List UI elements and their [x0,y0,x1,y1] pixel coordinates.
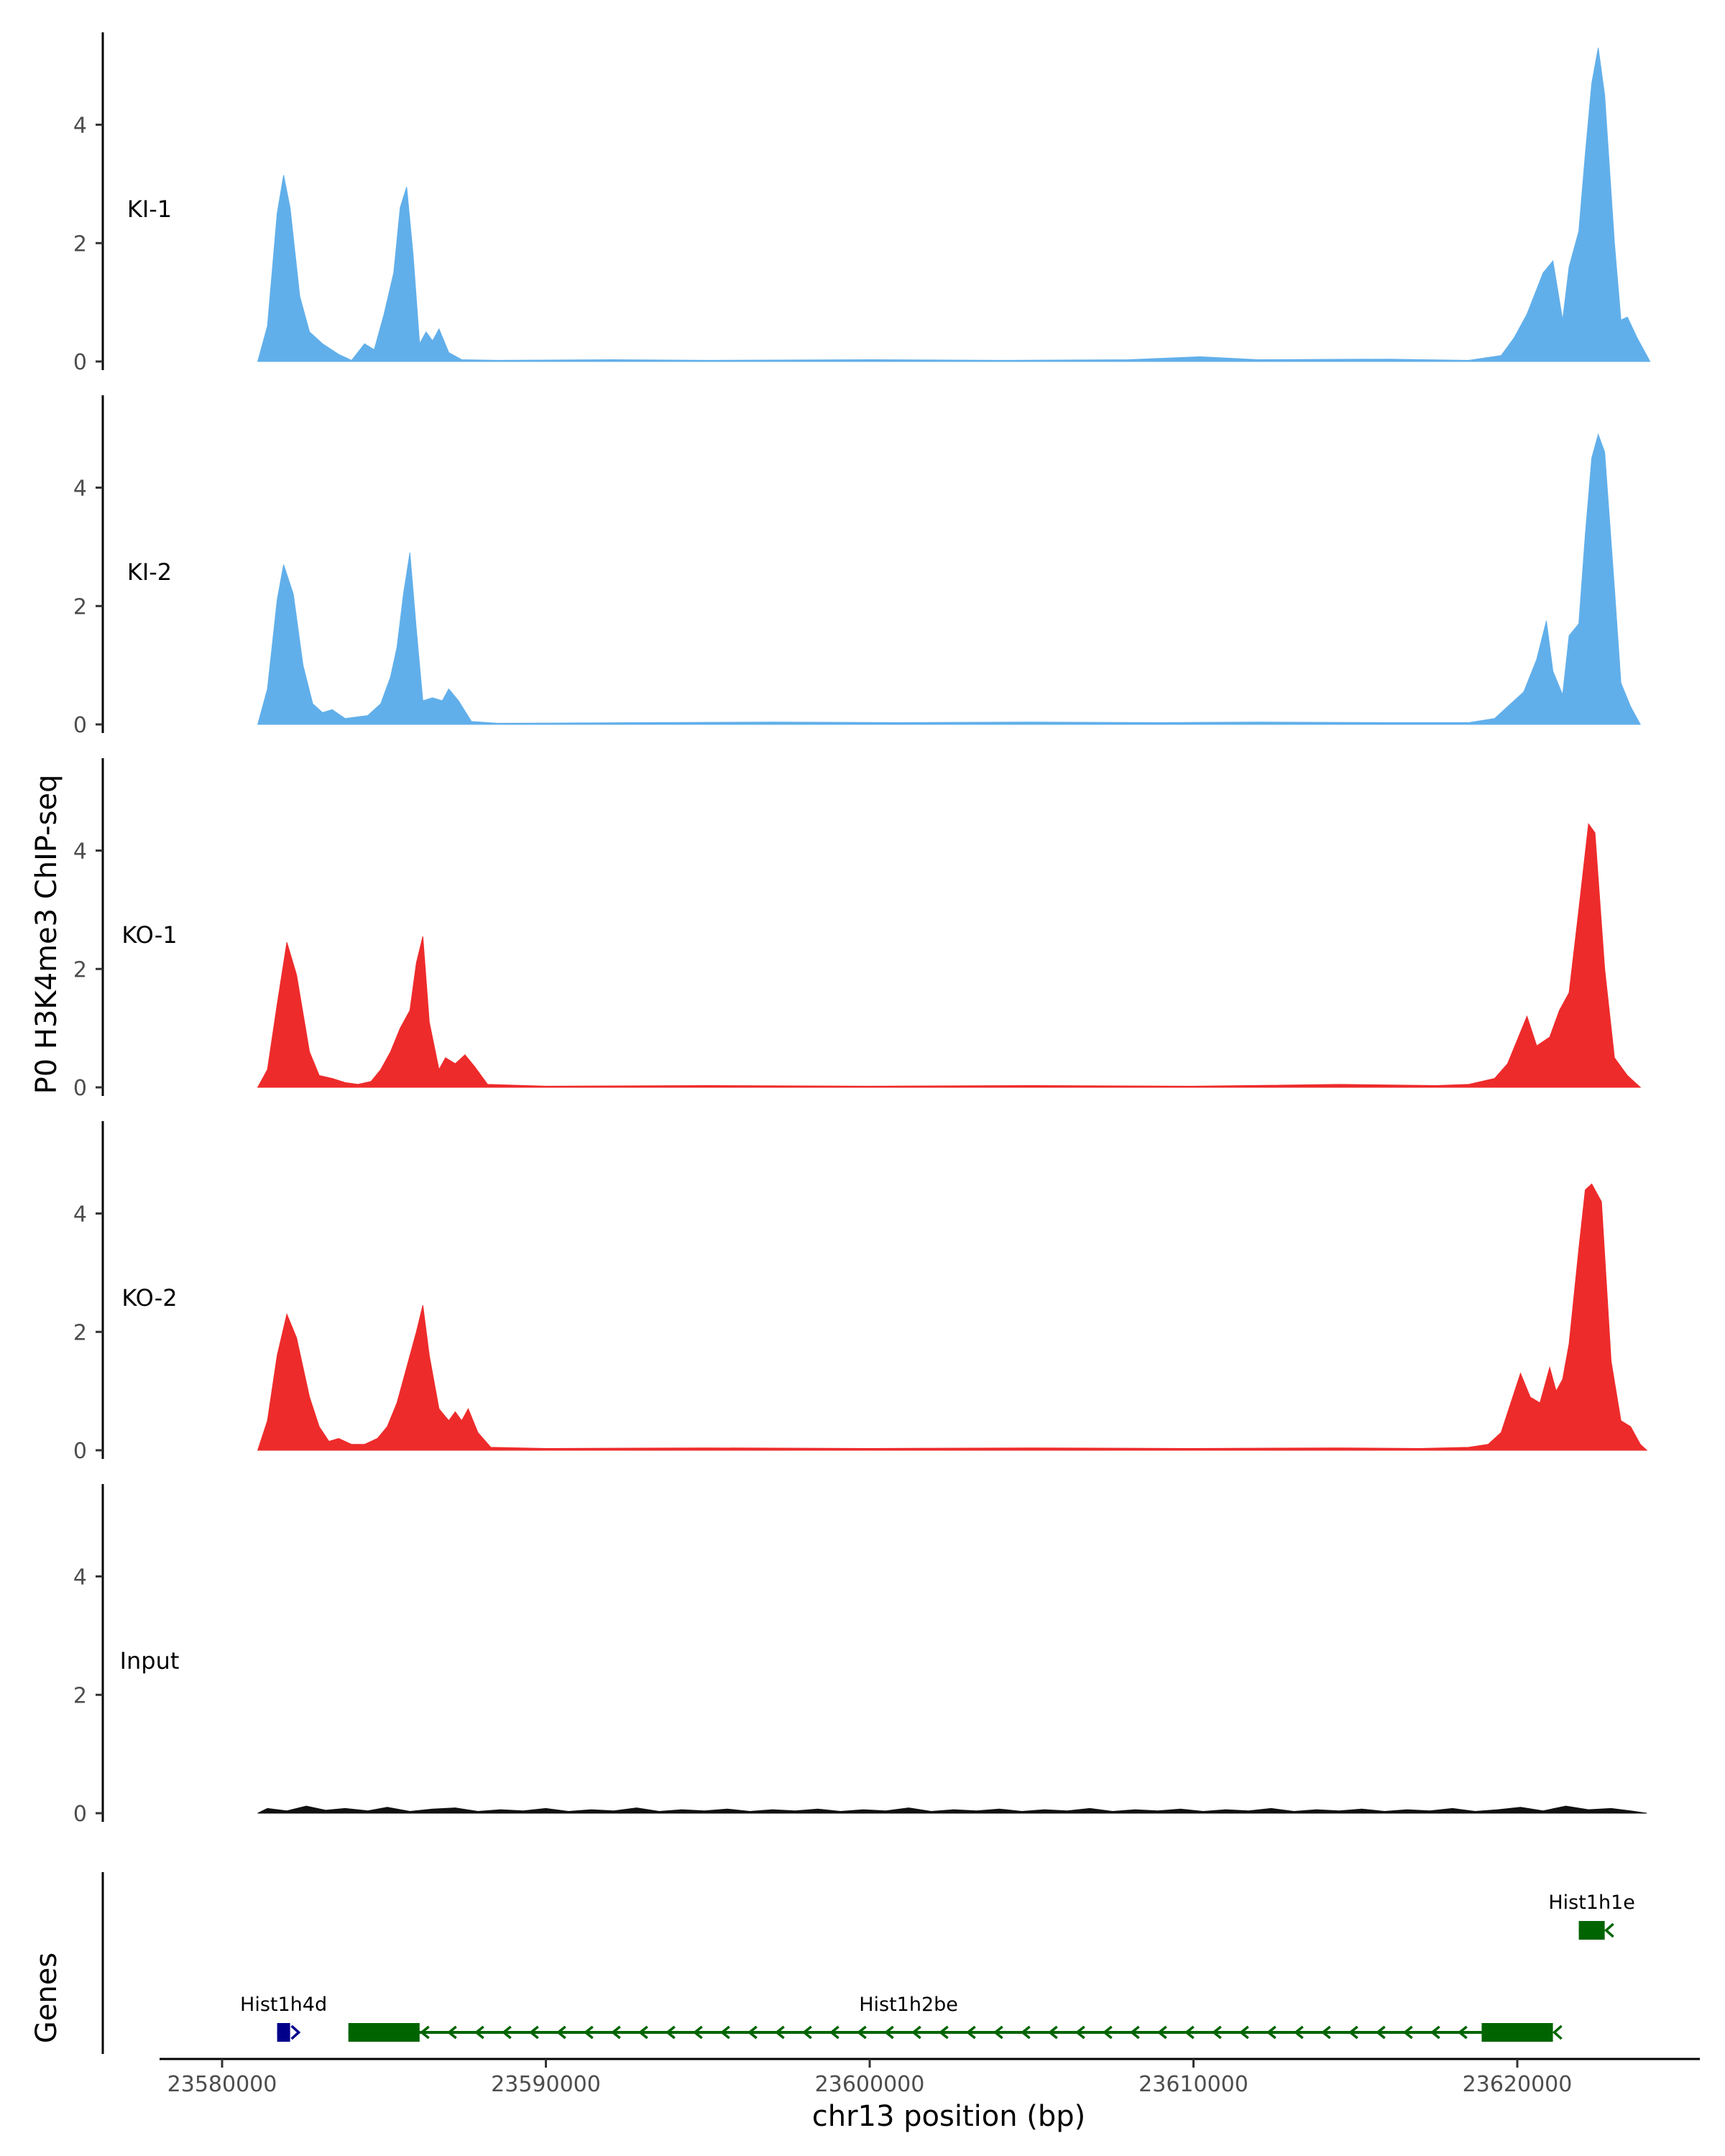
strand-arrow-icon [1047,2025,1058,2040]
y-tick-label: 2 [73,1683,87,1708]
track-ki-2: 0 2 4 KI-2 [73,395,1642,738]
strand-arrow-icon [829,2025,840,2040]
y-tick-label: 2 [73,594,87,619]
strand-arrow-icon [774,2025,785,2040]
strand-end-icon [1604,1922,1614,1938]
gene-exon [1578,1921,1605,1940]
track-ko-1: 0 2 4 KO-1 [73,758,1642,1101]
strand-arrow-icon [692,2025,703,2040]
strand-arrow-icon [801,2025,812,2040]
gene-hist1h2be: Hist1h2be [348,1994,1563,2042]
gene-label: Hist1h4d [240,1994,327,2016]
strand-arrow-icon [638,2025,648,2040]
gene-label: Hist1h1e [1548,1892,1635,1914]
strand-arrow-icon [1430,2025,1440,2040]
track-label: KI-1 [127,195,172,223]
strand-arrow-icon [1402,2025,1413,2040]
x-tick-label: 23590000 [491,2072,601,2097]
track-ki-1: 0 2 4 KI-1 [73,32,1651,375]
y-tick-label: 2 [73,1320,87,1345]
strand-arrow-icon [1375,2025,1386,2040]
y-axis-title: P0 H3K4me3 ChIP-seq [30,775,63,1095]
strand-arrow-icon [556,2025,566,2040]
gene-exon [277,2023,290,2042]
signal-area [257,433,1642,725]
gene-track: Hist1h4d Hist1h2be Hist1h1e [101,1872,1635,2054]
gene-exon [1481,2023,1553,2042]
y-tick-label: 0 [73,1439,87,1464]
y-tick-label: 2 [73,957,87,982]
strand-arrow-icon [719,2025,730,2040]
gene-exon [348,2023,420,2042]
track-label: KO-1 [121,921,177,949]
strand-arrow-icon [1348,2025,1358,2040]
genes-axis-title: Genes [30,1953,63,2043]
strand-arrow-icon [1457,2025,1468,2040]
y-tick-label: 4 [73,1565,87,1590]
gene-label: Hist1h2be [859,1994,958,2016]
track-ko-2: 0 2 4 KO-2 [73,1121,1648,1464]
strand-arrow-icon [911,2025,921,2040]
y-tick-label: 0 [73,1076,87,1101]
gene-hist1h1e: Hist1h1e [1548,1892,1635,1940]
strand-arrow-icon [1156,2025,1167,2040]
strand-arrow-icon [446,2025,457,2040]
strand-arrow-icon [1020,2025,1031,2040]
strand-arrow-icon [419,2025,430,2040]
strand-arrow-icon [583,2025,594,2040]
x-tick-label: 23610000 [1138,2072,1248,2097]
strand-arrow-icon [1075,2025,1085,2040]
track-label: Input [120,1647,180,1674]
strand-arrow-icon [938,2025,949,2040]
y-tick-label: 4 [73,839,87,865]
y-tick-label: 0 [73,1802,87,1827]
y-tick-label: 4 [73,1202,87,1227]
signal-area [257,823,1642,1088]
y-tick-label: 0 [73,713,87,738]
strand-arrow-icon [993,2025,1003,2040]
strand-arrow-icon [1320,2025,1331,2040]
y-tick-label: 2 [73,231,87,257]
y-tick-label: 4 [73,476,87,502]
strand-arrow-icon [747,2025,758,2040]
x-tick-label: 23580000 [167,2072,277,2097]
strand-arrow-icon [1129,2025,1140,2040]
x-axis-title: chr13 position (bp) [812,2100,1086,2133]
strand-arrow-icon [965,2025,976,2040]
x-tick-label: 23600000 [815,2072,925,2097]
track-label: KI-2 [127,558,172,586]
signal-area [257,1183,1648,1451]
signal-area [257,1805,1647,1814]
strand-arrow-icon [883,2025,894,2040]
track-input: 0 2 4 Input [73,1484,1647,1827]
x-axis-ticks: 23580000 23590000 23600000 23610000 23620000 [167,2059,1573,2097]
x-tick-label: 23620000 [1463,2072,1573,2097]
strand-end-icon [1552,2024,1563,2040]
signal-tracks: 0 2 4 KI-1 0 2 4 KI-2 0 2 4 KO-1 0 2 4 KO-2 0 2 4 Input [73,32,1651,1827]
strand-arrow-icon [1211,2025,1222,2040]
strand-arrow-icon [1102,2025,1113,2040]
gene-hist1h4d: Hist1h4d [240,1994,327,2042]
signal-area [257,47,1651,362]
strand-arrow-icon [528,2025,539,2040]
y-tick-label: 0 [73,350,87,375]
strand-arrow-icon [665,2025,676,2040]
track-label: KO-2 [121,1284,177,1312]
strand-arrow-icon [1238,2025,1249,2040]
strand-arrow-icon [856,2025,867,2040]
strand-end-icon [290,2024,301,2040]
strand-arrow-icon [1293,2025,1304,2040]
strand-arrow-icon [610,2025,621,2040]
strand-arrow-icon [1184,2025,1195,2040]
strand-arrow-icon [501,2025,512,2040]
strand-arrow-icon [474,2025,484,2040]
y-tick-label: 4 [73,114,87,139]
strand-arrow-icon [1266,2025,1276,2040]
